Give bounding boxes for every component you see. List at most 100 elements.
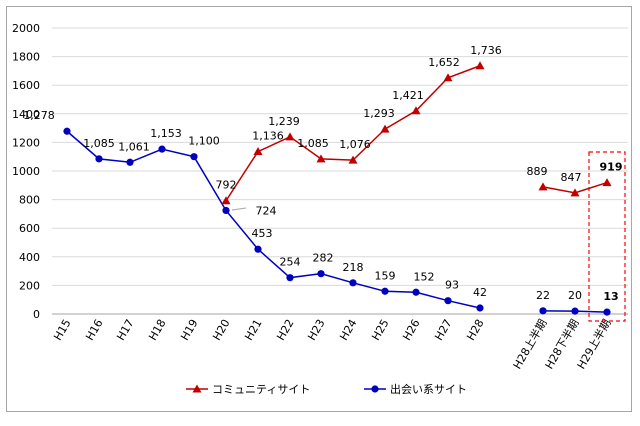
triangle-marker: [538, 182, 548, 191]
x-tick-label: H22: [274, 317, 296, 343]
data-label: 1,736: [470, 44, 502, 57]
x-tick-label: H23: [305, 317, 327, 343]
y-tick-label: 1400: [12, 108, 40, 121]
series-markers: [63, 61, 612, 316]
y-tick-label: 1600: [12, 79, 40, 92]
series-lines: [66, 65, 608, 313]
data-label: 1,085: [297, 137, 329, 150]
triangle-marker: [475, 61, 485, 70]
triangle-marker: [253, 147, 263, 156]
triangle-marker: [380, 124, 390, 133]
data-label: 724: [256, 204, 277, 217]
data-label: 152: [414, 270, 435, 283]
y-tick-label: 1200: [12, 136, 40, 149]
series-line: [66, 130, 481, 309]
x-tick-label: H20: [210, 317, 232, 343]
data-label: 1,076: [339, 138, 371, 151]
circle-marker: [126, 158, 134, 166]
circle-marker: [603, 308, 611, 316]
data-label: 254: [280, 256, 301, 269]
data-label: 919: [600, 161, 623, 174]
triangle-marker: [411, 106, 421, 115]
data-label: 218: [343, 261, 364, 274]
circle-marker: [158, 145, 166, 153]
y-tick-label: 400: [19, 251, 40, 264]
circle-marker: [476, 304, 484, 312]
x-tick-label: H25: [369, 317, 391, 343]
circle-marker: [95, 155, 103, 163]
legend-label: 出会い系サイト: [390, 382, 467, 396]
x-tick-label: H15: [51, 317, 73, 343]
x-tick-label: H26: [400, 317, 422, 343]
data-label: 792: [216, 179, 237, 192]
circle-marker: [349, 279, 357, 287]
data-label: 1,278: [23, 109, 55, 122]
y-tick-label: 1800: [12, 51, 40, 64]
y-tick-label: 1000: [12, 165, 40, 178]
x-axis-ticks: H15 H16 H17 H18 H19 H20 H21 H22 H23 H24 H25 H26 H27 H…: [51, 317, 613, 372]
legend-triangle-marker: [192, 384, 202, 393]
x-tick-label: H27: [432, 317, 454, 343]
data-label: 1,153: [150, 127, 182, 140]
data-label: 1,421: [392, 89, 424, 102]
circle-marker: [222, 206, 230, 215]
legend-label: コミュニティサイト: [212, 383, 310, 396]
data-label: 1,293: [363, 107, 395, 120]
data-labels: 792 1,136 1,239 1,085 1,076 1,293 1,421 1,652 1,…: [23, 44, 622, 303]
y-axis-ticks: 0 200 400 600 800 1000 1200 1400 1600 1800 2000: [12, 22, 40, 321]
legend-circle-marker: [371, 385, 379, 393]
data-label: 1,652: [428, 56, 460, 69]
data-label: 453: [252, 227, 273, 240]
x-tick-label: H19: [178, 317, 200, 343]
circle-marker: [190, 153, 198, 161]
circle-marker: [539, 307, 547, 315]
triangle-marker: [570, 188, 580, 197]
y-tick-label: 800: [19, 194, 40, 207]
data-label: 282: [313, 252, 334, 265]
triangle-marker: [316, 154, 326, 163]
triangle-marker: [285, 132, 295, 141]
circle-marker: [571, 307, 579, 315]
y-tick-label: 0: [33, 308, 40, 321]
x-tick-label: H18: [146, 317, 168, 343]
data-label: 1,085: [83, 137, 115, 150]
x-tick-label: H28: [464, 317, 486, 343]
x-tick-label: H24: [337, 317, 359, 343]
circle-marker: [63, 127, 71, 135]
data-label: 22: [536, 289, 550, 302]
highlight-rect: [588, 151, 626, 322]
circle-marker: [286, 274, 294, 282]
y-tick-label: 2000: [12, 22, 40, 35]
gridlines: [52, 27, 628, 315]
data-label: 20: [568, 289, 582, 302]
circle-marker: [412, 288, 420, 296]
leader-line: [231, 207, 247, 211]
data-label: 847: [561, 171, 582, 184]
triangle-marker: [602, 178, 612, 187]
triangle-marker: [348, 155, 358, 164]
highlight-box: [588, 151, 626, 322]
y-tick-label: 200: [19, 279, 40, 292]
data-label: 1,100: [188, 135, 220, 148]
y-tick-label: 600: [19, 222, 40, 235]
data-label: 42: [473, 286, 487, 299]
chart-frame: [6, 6, 632, 412]
circle-marker: [444, 297, 452, 305]
circle-marker: [254, 245, 262, 253]
x-tick-label: H17: [114, 317, 136, 343]
data-label: 1,239: [268, 115, 300, 128]
data-label: 93: [445, 279, 459, 292]
x-tick-label: H21: [242, 317, 264, 343]
x-tick-label: H16: [83, 317, 105, 343]
data-label: 889: [527, 165, 548, 178]
circle-marker: [381, 287, 389, 295]
triangle-marker: [221, 196, 231, 205]
data-label: 1,061: [118, 140, 150, 153]
legend: コミュニティサイト 出会い系サイト: [186, 382, 467, 396]
data-label: 159: [375, 269, 396, 282]
data-label: 13: [603, 290, 618, 303]
circle-marker: [317, 270, 325, 278]
triangle-marker: [443, 73, 453, 82]
